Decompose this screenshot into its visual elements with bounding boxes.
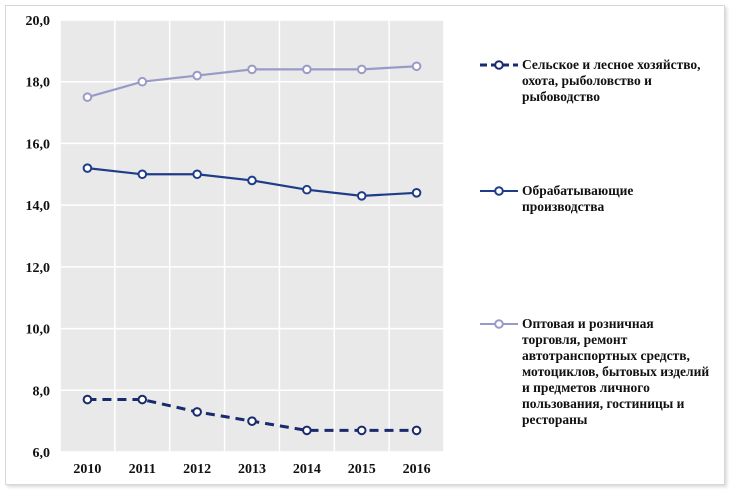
series-2 (82, 163, 422, 201)
x-tick-label: 2014 (293, 462, 321, 477)
x-tick-label: 2011 (129, 462, 156, 477)
data-point (411, 61, 422, 72)
data-point (192, 70, 202, 81)
x-tick-label: 2016 (403, 462, 431, 477)
legend-item-3: Оптовая и розничная торговля, ремонт авт… (478, 316, 710, 428)
x-tick-label: 2013 (238, 462, 266, 477)
series-1 (82, 394, 422, 436)
legend-marker (494, 60, 504, 70)
legend-swatch (480, 186, 518, 196)
y-tick-label: 8,0 (33, 384, 51, 399)
data-point (356, 64, 367, 75)
legend-swatch (480, 319, 518, 329)
data-point (247, 416, 257, 426)
legend-marker (494, 186, 504, 196)
y-tick-label: 12,0 (26, 261, 51, 276)
data-point (302, 425, 312, 436)
plot-area (60, 20, 444, 452)
data-point (411, 188, 422, 198)
data-point (356, 191, 367, 201)
data-point (82, 394, 93, 405)
legend-marker (494, 319, 504, 329)
legend-label: Сельское и лесное хозяйство, охота, рыбо… (522, 57, 701, 104)
y-tick-label: 10,0 (26, 323, 51, 338)
y-tick-label: 20,0 (26, 14, 51, 29)
y-tick-label: 18,0 (26, 76, 51, 91)
legend-item-1: Сельское и лесное хозяйство, охота, рыбо… (478, 57, 710, 105)
x-tick-label: 2012 (183, 462, 211, 477)
data-point (247, 175, 257, 186)
legend-label: Оптовая и розничная торговля, ремонт авт… (522, 316, 710, 427)
data-point (411, 425, 422, 436)
data-point (247, 64, 257, 75)
data-point (302, 64, 312, 75)
legend-label: Обрабатывающие производства (522, 183, 634, 214)
legend-item-2: Обрабатывающие производства (478, 183, 710, 215)
y-tick-label: 16,0 (26, 137, 51, 152)
data-point (82, 163, 93, 173)
x-tick-label: 2010 (73, 462, 101, 477)
data-point (192, 407, 202, 417)
legend-swatch (480, 60, 518, 70)
series-3 (82, 61, 422, 102)
y-tick-label: 14,0 (26, 199, 51, 214)
y-tick-label: 6,0 (33, 446, 51, 461)
data-point (302, 184, 312, 195)
data-point (82, 92, 93, 102)
data-point (137, 76, 148, 87)
data-point (356, 425, 367, 436)
data-point (192, 169, 202, 180)
axes: 6,0 8,0 10,0 12,0 14,0 16,0 18,0 20,0 2010 2011 20… (26, 14, 431, 477)
data-point (137, 394, 148, 405)
data-point (137, 169, 148, 180)
series-layer (82, 61, 422, 436)
grid (59, 19, 445, 453)
x-tick-label: 2015 (348, 462, 376, 477)
